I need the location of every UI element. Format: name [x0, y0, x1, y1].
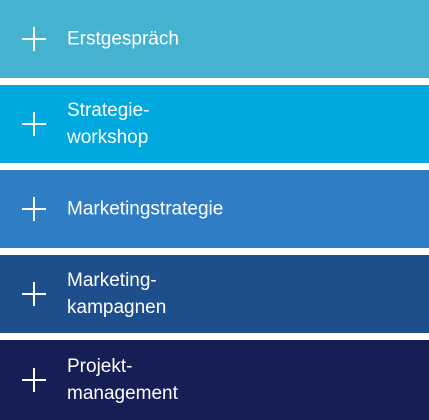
accordion-item-erstgespraech[interactable]: Erstgespräch [0, 0, 429, 78]
accordion-item-label: Marketingstrategie [67, 198, 224, 220]
accordion-item-marketingkampagnen[interactable]: Marketing- kampagnen [0, 255, 429, 333]
plus-icon[interactable] [22, 282, 46, 306]
accordion-item-label: Marketing- kampagnen [67, 270, 167, 318]
accordion-item-label: Strategie- workshop [67, 100, 150, 148]
accordion-item-strategieworkshop[interactable]: Strategie- workshop [0, 85, 429, 163]
accordion-item-label: Erstgespräch [67, 28, 179, 50]
plus-icon[interactable] [22, 27, 46, 51]
plus-icon[interactable] [22, 112, 46, 136]
accordion-item-projektmanagement[interactable]: Projekt- management [0, 340, 429, 420]
accordion-item-label: Projekt- management [67, 356, 178, 404]
plus-icon[interactable] [22, 368, 46, 392]
plus-icon[interactable] [22, 197, 46, 221]
accordion-item-marketingstrategie[interactable]: Marketingstrategie [0, 170, 429, 248]
